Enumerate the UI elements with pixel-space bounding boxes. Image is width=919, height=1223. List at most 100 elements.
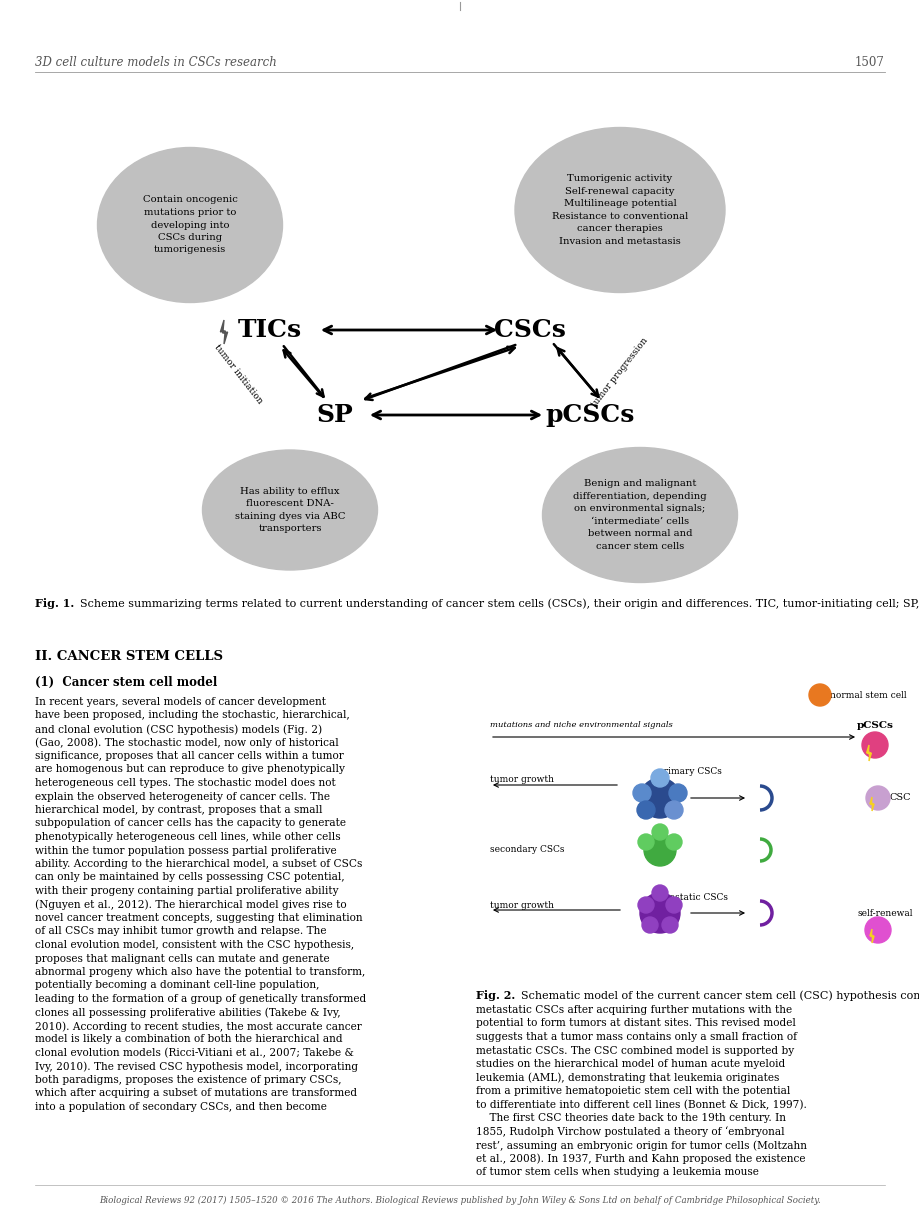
Polygon shape — [866, 745, 870, 761]
Text: 2010). According to recent studies, the most accurate cancer: 2010). According to recent studies, the … — [35, 1021, 361, 1031]
Text: mutations and niche environmental signals: mutations and niche environmental signal… — [490, 722, 672, 729]
Circle shape — [652, 824, 667, 840]
Text: pCSCs: pCSCs — [856, 720, 892, 729]
Text: leukemia (AML), demonstrating that leukemia originates: leukemia (AML), demonstrating that leuke… — [475, 1073, 778, 1084]
Text: et al., 2008). In 1937, Furth and Kahn proposed the existence: et al., 2008). In 1937, Furth and Kahn p… — [475, 1153, 805, 1164]
Text: proposes that malignant cells can mutate and generate: proposes that malignant cells can mutate… — [35, 954, 329, 964]
Text: Has ability to efflux
fluorescent DNA-
staining dyes via ABC
transporters: Has ability to efflux fluorescent DNA- s… — [234, 487, 345, 533]
Circle shape — [651, 769, 668, 786]
Polygon shape — [869, 929, 873, 943]
Ellipse shape — [515, 127, 724, 292]
Text: 1855, Rudolph Virchow postulated a theory of ‘embryonal: 1855, Rudolph Virchow postulated a theor… — [475, 1126, 784, 1137]
Circle shape — [637, 834, 653, 850]
Text: into a population of secondary CSCs, and then become: into a population of secondary CSCs, and… — [35, 1102, 326, 1112]
Text: Benign and malignant
differentiation, depending
on environmental signals;
‘inter: Benign and malignant differentiation, de… — [573, 479, 706, 550]
Text: clones all possessing proliferative abilities (Takebe & Ivy,: clones all possessing proliferative abil… — [35, 1008, 340, 1018]
Polygon shape — [869, 797, 873, 811]
Text: rest’, assuming an embryonic origin for tumor cells (Moltzahn: rest’, assuming an embryonic origin for … — [475, 1140, 806, 1151]
Text: novel cancer treatment concepts, suggesting that elimination: novel cancer treatment concepts, suggest… — [35, 914, 362, 923]
Text: model is likely a combination of both the hierarchical and: model is likely a combination of both th… — [35, 1035, 342, 1044]
Ellipse shape — [202, 450, 377, 570]
Text: II. CANCER STEM CELLS: II. CANCER STEM CELLS — [35, 649, 222, 663]
Text: CSCs: CSCs — [494, 318, 565, 342]
Text: potentially becoming a dominant cell-line population,: potentially becoming a dominant cell-lin… — [35, 981, 319, 991]
Circle shape — [864, 917, 890, 943]
Text: 1507: 1507 — [854, 55, 884, 68]
Text: normal stem cell: normal stem cell — [829, 691, 905, 700]
Text: Fig. 2.: Fig. 2. — [475, 989, 515, 1000]
Text: potential to form tumors at distant sites. This revised model: potential to form tumors at distant site… — [475, 1019, 795, 1029]
Text: which after acquiring a subset of mutations are transformed: which after acquiring a subset of mutati… — [35, 1088, 357, 1098]
Text: pCSCs: pCSCs — [545, 404, 634, 427]
Text: within the tumor population possess partial proliferative: within the tumor population possess part… — [35, 845, 336, 856]
Ellipse shape — [542, 448, 737, 582]
Text: secondary CSCs: secondary CSCs — [490, 845, 564, 855]
Circle shape — [643, 834, 675, 866]
Text: significance, proposes that all cancer cells within a tumor: significance, proposes that all cancer c… — [35, 751, 344, 761]
Circle shape — [808, 684, 830, 706]
Text: to differentiate into different cell lines (Bonnet & Dick, 1997).: to differentiate into different cell lin… — [475, 1099, 806, 1109]
Text: (Gao, 2008). The stochastic model, now only of historical: (Gao, 2008). The stochastic model, now o… — [35, 737, 338, 748]
Text: subpopulation of cancer cells has the capacity to generate: subpopulation of cancer cells has the ca… — [35, 818, 346, 828]
Text: clonal evolution model, consistent with the CSC hypothesis,: clonal evolution model, consistent with … — [35, 940, 354, 950]
Circle shape — [861, 733, 887, 758]
Text: have been proposed, including the stochastic, hierarchical,: have been proposed, including the stocha… — [35, 711, 349, 720]
Text: metastatic CSCs: metastatic CSCs — [652, 893, 727, 901]
Text: of tumor stem cells when studying a leukemia mouse: of tumor stem cells when studying a leuk… — [475, 1167, 758, 1177]
Circle shape — [652, 885, 667, 901]
Text: of all CSCs may inhibit tumor growth and relapse. The: of all CSCs may inhibit tumor growth and… — [35, 927, 326, 937]
Text: can only be maintained by cells possessing CSC potential,: can only be maintained by cells possessi… — [35, 872, 345, 883]
Text: self-renewal: self-renewal — [857, 909, 912, 917]
Text: The first CSC theories date back to the 19th century. In: The first CSC theories date back to the … — [475, 1113, 785, 1123]
Text: with their progeny containing partial proliferative ability: with their progeny containing partial pr… — [35, 885, 338, 896]
Text: Biological Reviews 92 (2017) 1505–1520 © 2016 The Authors. Biological Reviews pu: Biological Reviews 92 (2017) 1505–1520 ©… — [99, 1195, 820, 1205]
Text: Tumorigenic activity
Self-renewal capacity
Multilineage potential
Resistance to : Tumorigenic activity Self-renewal capaci… — [551, 174, 687, 246]
Circle shape — [865, 786, 889, 810]
Circle shape — [636, 801, 654, 819]
Text: tumor initiation: tumor initiation — [212, 342, 264, 405]
Text: (1)  Cancer stem cell model: (1) Cancer stem cell model — [35, 676, 217, 689]
Circle shape — [632, 784, 651, 802]
Text: Scheme summarizing terms related to current understanding of cancer stem cells (: Scheme summarizing terms related to curr… — [73, 598, 919, 609]
Text: CSC: CSC — [889, 794, 911, 802]
Text: and clonal evolution (CSC hypothesis) models (Fig. 2): and clonal evolution (CSC hypothesis) mo… — [35, 724, 322, 735]
Text: metastatic CSCs after acquiring further mutations with the: metastatic CSCs after acquiring further … — [475, 1005, 791, 1015]
Text: In recent years, several models of cancer development: In recent years, several models of cance… — [35, 697, 325, 707]
Circle shape — [668, 784, 686, 802]
Circle shape — [665, 896, 681, 914]
Text: tumor growth: tumor growth — [490, 900, 553, 910]
Text: primary CSCs: primary CSCs — [657, 768, 721, 777]
Circle shape — [664, 801, 682, 819]
Circle shape — [665, 834, 681, 850]
Circle shape — [662, 917, 677, 933]
Text: ability. According to the hierarchical model, a subset of CSCs: ability. According to the hierarchical m… — [35, 859, 362, 870]
Text: both paradigms, proposes the existence of primary CSCs,: both paradigms, proposes the existence o… — [35, 1075, 341, 1085]
Text: TICs: TICs — [238, 318, 301, 342]
Text: explain the observed heterogeneity of cancer cells. The: explain the observed heterogeneity of ca… — [35, 791, 330, 801]
Text: 3D cell culture models in CSCs research: 3D cell culture models in CSCs research — [35, 55, 277, 68]
Text: from a primitive hematopoietic stem cell with the potential: from a primitive hematopoietic stem cell… — [475, 1086, 789, 1096]
Text: metastatic CSCs. The CSC combined model is supported by: metastatic CSCs. The CSC combined model … — [475, 1046, 793, 1055]
Text: (Nguyen et al., 2012). The hierarchical model gives rise to: (Nguyen et al., 2012). The hierarchical … — [35, 899, 346, 910]
Text: Ivy, 2010). The revised CSC hypothesis model, incorporating: Ivy, 2010). The revised CSC hypothesis m… — [35, 1062, 357, 1073]
Circle shape — [641, 917, 657, 933]
Ellipse shape — [97, 148, 282, 302]
Circle shape — [640, 778, 679, 818]
Text: Schematic model of the current cancer stem cell (CSC) hypothesis combining hiera: Schematic model of the current cancer st… — [514, 989, 919, 1000]
Text: tumor progression: tumor progression — [589, 335, 649, 408]
Text: clonal evolution models (Ricci-Vitiani et al., 2007; Takebe &: clonal evolution models (Ricci-Vitiani e… — [35, 1048, 354, 1058]
Text: Contain oncogenic
mutations prior to
developing into
CSCs during
tumorigenesis: Contain oncogenic mutations prior to dev… — [142, 196, 237, 254]
Text: hierarchical model, by contrast, proposes that a small: hierarchical model, by contrast, propose… — [35, 805, 323, 815]
Text: SP: SP — [316, 404, 353, 427]
Text: Fig. 1.: Fig. 1. — [35, 598, 74, 609]
Text: are homogenous but can reproduce to give phenotypically: are homogenous but can reproduce to give… — [35, 764, 345, 774]
Text: tumor growth: tumor growth — [490, 775, 553, 784]
Text: studies on the hierarchical model of human acute myeloid: studies on the hierarchical model of hum… — [475, 1059, 785, 1069]
Polygon shape — [221, 320, 227, 344]
Text: phenotypically heterogeneous cell lines, while other cells: phenotypically heterogeneous cell lines,… — [35, 832, 340, 841]
Text: abnormal progeny which also have the potential to transform,: abnormal progeny which also have the pot… — [35, 967, 365, 977]
Text: suggests that a tumor mass contains only a small fraction of: suggests that a tumor mass contains only… — [475, 1032, 796, 1042]
Circle shape — [640, 893, 679, 933]
Text: leading to the formation of a group of genetically transformed: leading to the formation of a group of g… — [35, 994, 366, 1004]
Text: heterogeneous cell types. The stochastic model does not: heterogeneous cell types. The stochastic… — [35, 778, 335, 788]
